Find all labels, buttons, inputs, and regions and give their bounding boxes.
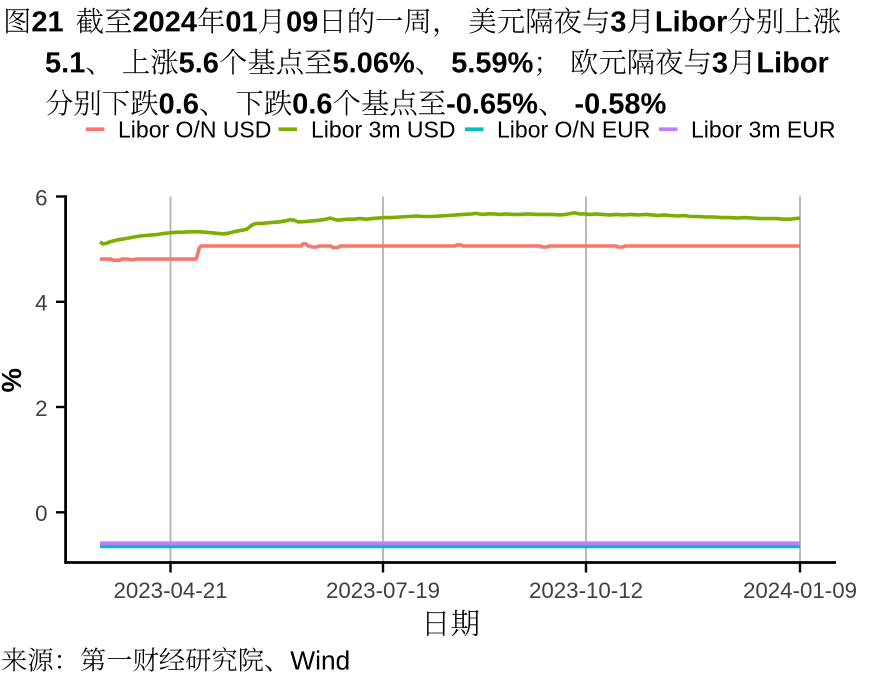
svg-text:2023-07-19: 2023-07-19 xyxy=(326,578,440,603)
svg-text:2023-04-21: 2023-04-21 xyxy=(113,578,227,603)
svg-text:Libor 3m EUR: Libor 3m EUR xyxy=(691,117,835,143)
svg-text:Libor O/N EUR: Libor O/N EUR xyxy=(497,117,650,143)
svg-text:Libor O/N USD: Libor O/N USD xyxy=(118,117,271,143)
svg-text:2: 2 xyxy=(35,396,47,421)
svg-text:Libor 3m USD: Libor 3m USD xyxy=(311,117,455,143)
svg-text:4: 4 xyxy=(35,291,47,316)
svg-text:%: % xyxy=(0,368,27,392)
svg-text:2024-01-09: 2024-01-09 xyxy=(743,578,857,603)
svg-text:6: 6 xyxy=(35,185,47,210)
svg-text:0: 0 xyxy=(35,501,47,526)
svg-text:2023-10-12: 2023-10-12 xyxy=(529,578,643,603)
